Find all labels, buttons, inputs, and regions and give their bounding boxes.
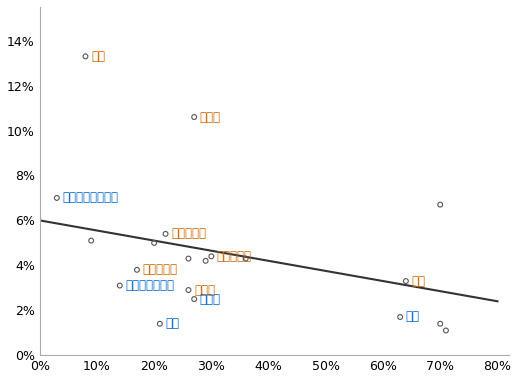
Text: スロバキア: スロバキア <box>171 227 206 241</box>
Point <box>115 282 124 288</box>
Point <box>436 321 445 327</box>
Point <box>396 314 405 320</box>
Point <box>241 255 250 261</box>
Point <box>150 240 158 246</box>
Text: チェコ: チェコ <box>194 283 215 296</box>
Point <box>184 287 192 293</box>
Text: ニュージーランド: ニュージーランド <box>62 192 119 204</box>
Text: ハンガリー: ハンガリー <box>217 250 252 263</box>
Point <box>184 255 192 261</box>
Text: カナダ: カナダ <box>200 293 220 306</box>
Point <box>442 328 450 334</box>
Point <box>436 202 445 208</box>
Point <box>161 231 170 237</box>
Text: トルコ: トルコ <box>200 111 220 124</box>
Text: 米国: 米国 <box>165 317 179 330</box>
Text: 中国: 中国 <box>91 50 105 63</box>
Point <box>190 114 198 120</box>
Point <box>201 258 210 264</box>
Text: オーストラリア: オーストラリア <box>125 279 174 292</box>
Text: ポーランド: ポーランド <box>142 263 177 276</box>
Text: 日本: 日本 <box>406 310 420 323</box>
Point <box>87 238 95 244</box>
Point <box>207 253 215 260</box>
Point <box>402 278 410 284</box>
Point <box>53 195 61 201</box>
Text: 韓国: 韓国 <box>411 275 425 288</box>
Point <box>81 53 89 59</box>
Point <box>155 321 164 327</box>
Point <box>190 296 198 302</box>
Point <box>133 267 141 273</box>
